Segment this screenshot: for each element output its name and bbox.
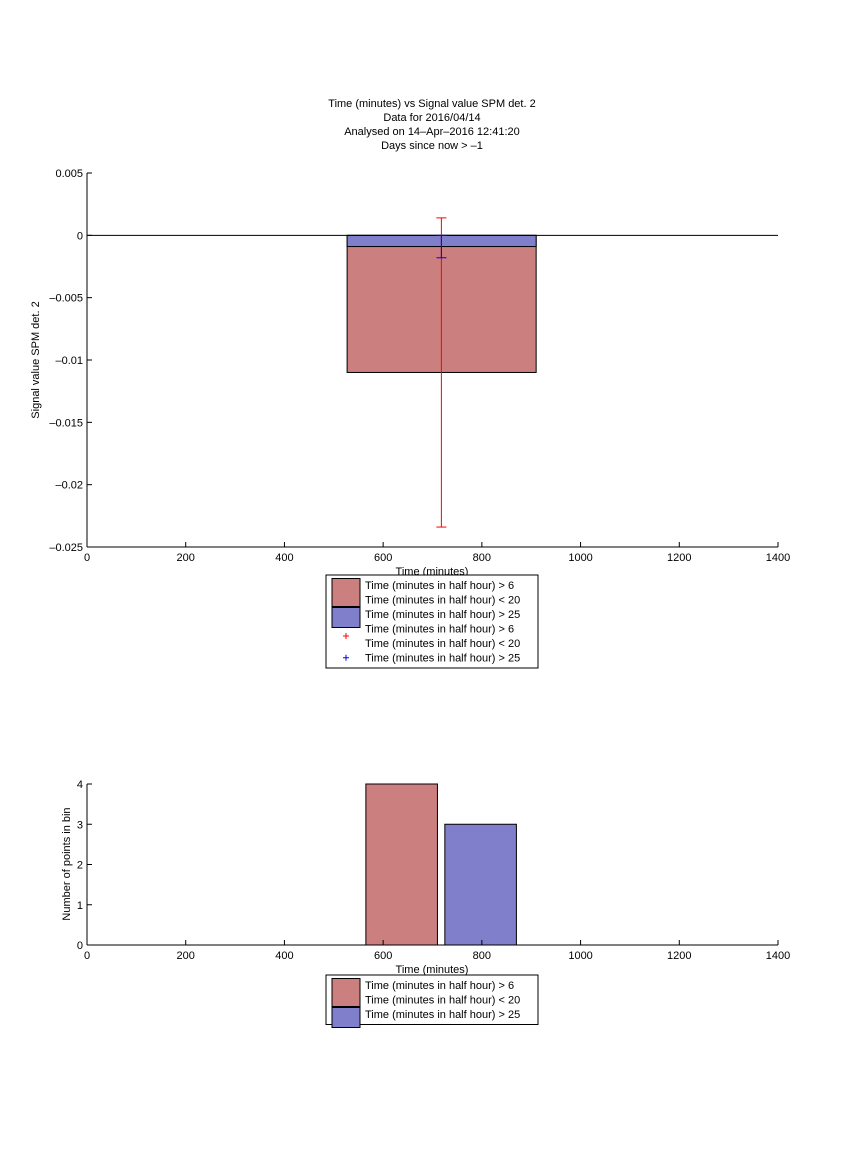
legend-label: Time (minutes in half hour) > 25	[365, 609, 520, 621]
legend-patch-series-1	[331, 578, 361, 607]
y-tick-label: –0.015	[49, 417, 83, 429]
x-tick-label: 1400	[766, 552, 790, 564]
legend-label: Time (minutes in half hour) > 6	[365, 580, 514, 592]
count-y-ticks: 4 3 2 1 0	[77, 779, 92, 952]
title-line-1: Time (minutes) vs Signal value SPM det. …	[328, 98, 535, 110]
signal-y-ticks: 0.005 0 –0.005 –0.01 –0.015 –0.02 –0.025	[49, 168, 92, 554]
y-tick-label: 4	[77, 779, 83, 791]
legend-label: Time (minutes in half hour) > 6	[365, 980, 514, 992]
title-line-4: Days since now > –1	[381, 140, 483, 152]
legend-box	[325, 574, 539, 669]
x-tick-label: 1400	[766, 950, 790, 962]
x-tick-label: 600	[374, 552, 392, 564]
x-tick-label: 600	[374, 950, 392, 962]
legend-label: Time (minutes in half hour) < 20	[365, 595, 520, 607]
y-tick-label: 0	[77, 230, 83, 242]
x-tick-label: 1000	[568, 552, 592, 564]
y-tick-label: –0.01	[55, 355, 83, 367]
y-tick-label: 2	[77, 860, 83, 872]
count-x-axis-label: Time (minutes)	[396, 964, 469, 976]
y-tick-label: 0.005	[55, 168, 83, 180]
signal-legend: Time (minutes in half hour) > 6 Time (min…	[325, 574, 539, 669]
count-plot: 0 200 400 600 800 1000 1200 1400 4 3 2 1 0 Time (mi…	[61, 779, 790, 1028]
y-tick-label: 1	[77, 900, 83, 912]
x-tick-label: 200	[177, 950, 195, 962]
legend-label: Time (minutes in half hour) > 6	[365, 624, 514, 636]
title-line-2: Data for 2016/04/14	[383, 112, 480, 124]
x-tick-label: 0	[84, 950, 90, 962]
x-tick-label: 200	[177, 552, 195, 564]
y-tick-label: –0.005	[49, 293, 83, 305]
legend-label: Time (minutes in half hour) > 25	[365, 1009, 520, 1021]
x-tick-label: 1200	[667, 950, 691, 962]
legend-patch-series-2	[331, 1007, 361, 1028]
y-tick-label: –0.025	[49, 542, 83, 554]
bar-series-2	[444, 823, 517, 946]
legend-patch-series-2	[331, 607, 361, 628]
y-tick-label: 3	[77, 819, 83, 831]
y-tick-label: –0.02	[55, 480, 83, 492]
x-tick-label: 1200	[667, 552, 691, 564]
bar-series-1	[365, 783, 438, 946]
signal-errorbars	[436, 217, 447, 528]
count-bars	[365, 783, 517, 946]
legend-label: Time (minutes in half hour) > 25	[365, 653, 520, 665]
legend-label: Time (minutes in half hour) < 20	[365, 995, 520, 1007]
title-line-3: Analysed on 14–Apr–2016 12:41:20	[344, 126, 520, 138]
count-x-ticks: 0 200 400 600 800 1000 1200 1400	[84, 940, 790, 962]
count-legend: Time (minutes in half hour) > 6 Time (min…	[325, 974, 539, 1028]
signal-y-axis-label: Signal value SPM det. 2	[30, 301, 42, 418]
signal-plot: 0 200 400 600 800 1000 1200 1400 0.005 0 –0.005 –0…	[30, 168, 790, 669]
x-tick-label: 800	[473, 552, 491, 564]
y-tick-label: 0	[77, 940, 83, 952]
count-y-axis-label: Number of points in bin	[61, 807, 73, 920]
legend-label: Time (minutes in half hour) < 20	[365, 638, 520, 650]
x-tick-label: 1000	[568, 950, 592, 962]
x-tick-label: 400	[275, 950, 293, 962]
signal-x-ticks: 0 200 400 600 800 1000 1200 1400	[84, 542, 790, 564]
legend-box	[325, 974, 539, 1025]
legend-patch-series-1	[331, 978, 361, 1007]
x-tick-label: 400	[275, 552, 293, 564]
chart-title: Time (minutes) vs Signal value SPM det. …	[328, 98, 535, 152]
x-tick-label: 800	[473, 950, 491, 962]
x-tick-label: 0	[84, 552, 90, 564]
